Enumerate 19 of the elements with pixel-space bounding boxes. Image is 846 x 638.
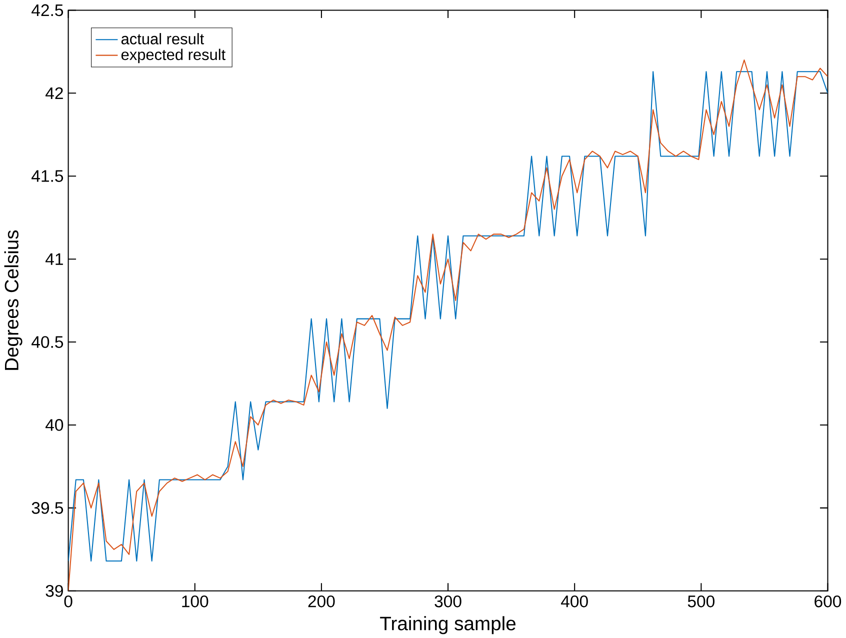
legend-label: actual result [121, 32, 204, 44]
x-tick-label: 200 [308, 595, 335, 608]
x-tick-label: 400 [561, 595, 588, 608]
x-axis-title: Training sample [380, 616, 516, 634]
y-axis-title: Degrees Celsius [4, 230, 22, 370]
y-tick-label: 41 [46, 253, 63, 265]
y-tick-label: 40 [46, 418, 64, 431]
x-tick-label: 600 [814, 595, 842, 608]
x-tick-label: 300 [434, 595, 462, 608]
y-tick-label: 42.5 [32, 4, 64, 16]
y-tick-label: 41.5 [32, 170, 64, 182]
y-tick-label: 42 [46, 87, 63, 99]
y-tick-label: 39 [46, 584, 63, 597]
x-tick-label: 100 [182, 595, 208, 608]
y-tick-label: 39.5 [32, 502, 64, 514]
x-tick-label: 500 [688, 595, 714, 608]
x-tick-label: 0 [64, 595, 72, 608]
legend-label: expected result [121, 48, 226, 63]
y-tick-label: 40.5 [32, 336, 64, 348]
